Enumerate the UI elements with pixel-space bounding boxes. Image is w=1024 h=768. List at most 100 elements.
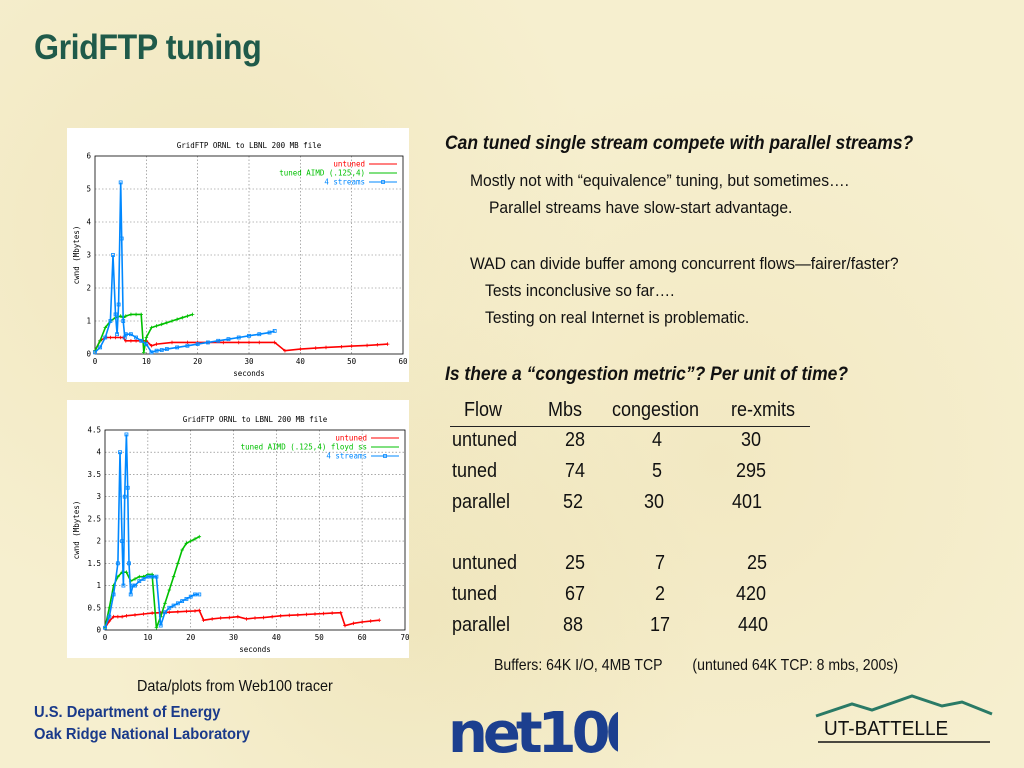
data-point [124, 570, 129, 575]
data-point [330, 611, 334, 615]
data-point [270, 614, 274, 619]
y-tick-label: 3.5 [87, 470, 101, 479]
data-point [236, 340, 241, 345]
net100-logo-text: net100 [448, 701, 618, 760]
data-point [185, 314, 190, 318]
data-point [283, 348, 287, 353]
footer-org-line1: U.S. Department of Energy [34, 704, 221, 721]
y-axis-label: cwnd (Mbytes) [72, 501, 81, 560]
legend-label: tuned AIMD (.125,4) [279, 169, 365, 178]
data-point [257, 332, 262, 337]
table-header-flow: Flow [464, 399, 503, 421]
data-point [141, 350, 146, 355]
data-point [139, 312, 143, 317]
data-point [134, 335, 138, 340]
data-point [158, 623, 163, 628]
y-tick-label: 1 [86, 317, 91, 326]
table-header-congestion: congestion [612, 399, 700, 421]
series-line [94, 313, 193, 353]
slide-title: GridFTP tuning [34, 28, 262, 67]
question1-line: Mostly not with “equivalence” tuning, bu… [470, 171, 850, 190]
data-point [124, 314, 128, 318]
data-point [141, 574, 146, 579]
data-point [121, 583, 126, 588]
data-point [163, 610, 167, 615]
table-cell-flow: parallel [452, 491, 511, 513]
data-point [123, 332, 128, 337]
ut-battelle-text: UT-BATTELLE [824, 718, 949, 740]
chart-title: GridFTP ORNL to LBNL 200 MB file [177, 141, 322, 150]
table-cell-rexmits: 420 [735, 583, 767, 605]
y-tick-label: 1 [96, 581, 101, 590]
y-tick-label: 0 [96, 626, 101, 635]
legend-label: 4 streams [326, 452, 367, 461]
x-tick-label: 0 [93, 357, 98, 366]
question1-line: WAD can divide buffer among concurrent f… [470, 254, 899, 273]
data-point [139, 338, 144, 343]
data-point [134, 339, 138, 343]
data-point [185, 343, 190, 348]
x-tick-label: 30 [244, 357, 254, 366]
data-point [125, 485, 130, 490]
data-point [145, 574, 150, 579]
data-point [296, 613, 300, 617]
data-point [236, 614, 240, 619]
data-point [321, 611, 326, 616]
x-tick-label: 50 [315, 633, 325, 642]
data-point [108, 335, 113, 340]
data-point [176, 561, 180, 566]
data-point [150, 574, 155, 579]
data-point [118, 314, 123, 318]
data-point [103, 325, 108, 330]
data-point [118, 450, 122, 455]
data-point [385, 342, 390, 346]
data-point [272, 340, 277, 345]
table-cell-congestion: 4 [651, 429, 663, 451]
table-cell-flow: tuned [452, 583, 498, 605]
x-tick-label: 20 [193, 357, 203, 366]
data-point [167, 610, 172, 615]
data-point [313, 612, 317, 616]
mountain-icon [815, 694, 993, 743]
question2-heading: Is there a “congestion metric”? Per unit… [445, 364, 849, 385]
data-point [163, 601, 167, 606]
data-point [124, 432, 129, 437]
chart-cwnd-test2: GridFTP ORNL to LBNL 200 MB file 0 10 20 30 4… [67, 400, 409, 658]
legend-label: tuned AIMD (.125,4) floyd ss [241, 443, 367, 452]
data-point [171, 603, 176, 608]
data-point [170, 319, 174, 323]
data-point [247, 333, 251, 338]
y-tick-label: 5 [86, 185, 91, 194]
buffers-note-right: (untuned 64K TCP: 8 mbs, 200s) [692, 657, 899, 674]
table-cell-mbs: 25 [564, 552, 586, 574]
data-point [193, 592, 197, 597]
data-point [129, 332, 133, 337]
data-point [188, 539, 193, 543]
data-point [129, 339, 133, 343]
table-cell-flow: untuned [452, 552, 518, 574]
data-point [338, 610, 343, 615]
x-tick-label: 50 [347, 357, 357, 366]
table-cell-congestion: 7 [654, 552, 666, 574]
data-point [124, 339, 128, 343]
data-point [111, 614, 116, 619]
table-cell-rexmits: 295 [735, 460, 767, 482]
data-point [180, 548, 184, 552]
table-cell-congestion: 17 [649, 614, 671, 636]
data-point [116, 614, 120, 619]
data-point [93, 350, 97, 355]
data-point [360, 620, 364, 624]
plot-frame [104, 429, 406, 631]
data-point [141, 612, 146, 616]
table-cell-mbs: 52 [562, 491, 584, 513]
data-point [247, 340, 251, 345]
data-point [176, 609, 180, 614]
table-cell-flow: tuned [452, 460, 498, 482]
data-point [175, 345, 180, 350]
data-point [272, 328, 277, 333]
data-point [210, 617, 214, 621]
chart-caption: Data/plots from Web100 tracer [137, 678, 333, 695]
series-2 [103, 432, 202, 630]
data-point [185, 340, 190, 345]
